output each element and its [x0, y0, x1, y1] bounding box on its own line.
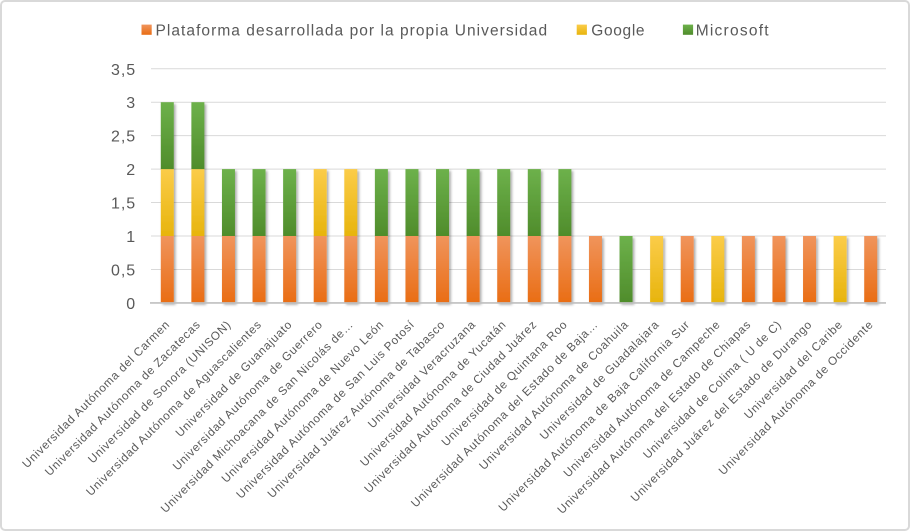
svg-text:2: 2 [126, 162, 136, 179]
svg-text:1,5: 1,5 [111, 196, 136, 213]
svg-text:3,5: 3,5 [111, 62, 136, 79]
svg-text:Google: Google [591, 22, 645, 39]
svg-text:3: 3 [126, 95, 136, 112]
svg-text:0: 0 [126, 296, 136, 313]
svg-text:0,5: 0,5 [111, 262, 136, 279]
svg-text:1: 1 [126, 229, 136, 246]
svg-text:2,5: 2,5 [111, 129, 136, 146]
svg-text:Plataforma desarrollada por la: Plataforma desarrollada por la propia Un… [156, 22, 549, 39]
svg-text:Microsoft: Microsoft [696, 22, 770, 39]
